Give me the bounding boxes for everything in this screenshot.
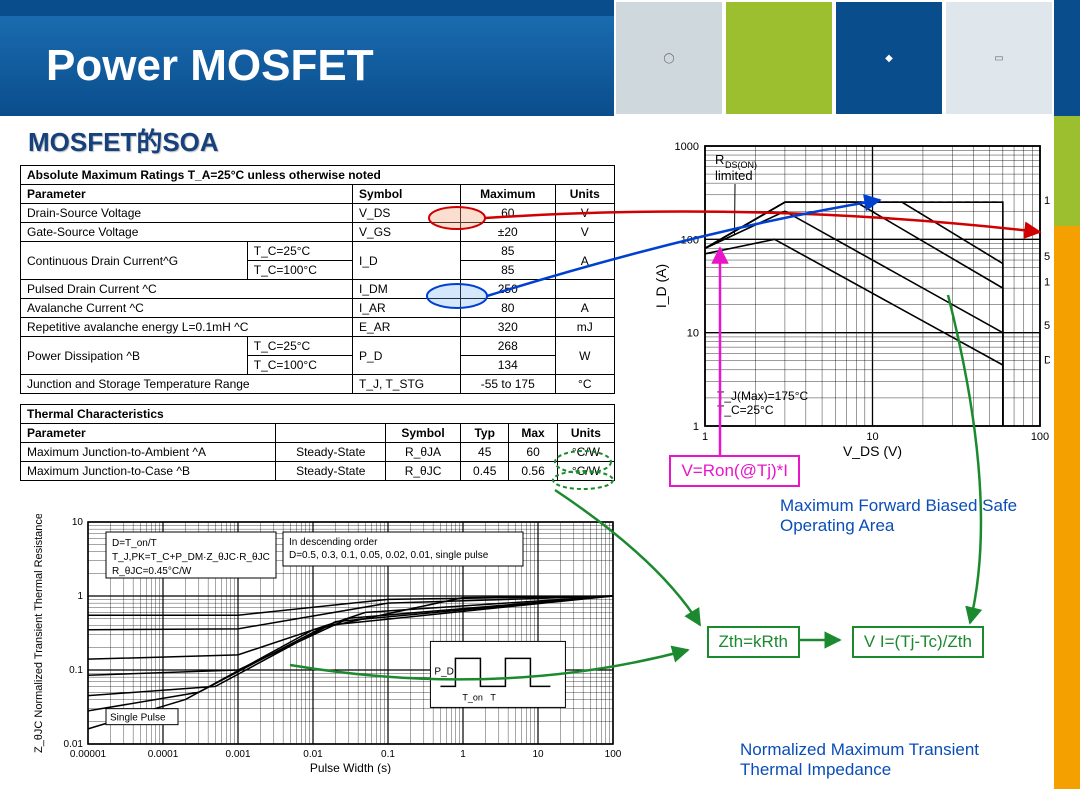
svg-text:T_J(Max)=175°C: T_J(Max)=175°C <box>717 389 808 403</box>
svg-text:0.0001: 0.0001 <box>148 749 179 760</box>
svg-text:V_DS (V): V_DS (V) <box>843 443 902 459</box>
svg-text:D=T_on/T: D=T_on/T <box>112 538 157 549</box>
side-stripe <box>1054 0 1080 789</box>
svg-text:0.001: 0.001 <box>225 749 250 760</box>
svg-text:T_J,PK=T_C+P_DM·Z_θJC·R_θJC: T_J,PK=T_C+P_DM·Z_θJC·R_θJC <box>112 552 270 563</box>
caption-zth: Normalized Maximum Transient Thermal Imp… <box>740 740 1010 781</box>
svg-text:100: 100 <box>681 234 699 246</box>
hero-divider <box>724 0 834 116</box>
svg-text:limited: limited <box>715 168 753 183</box>
svg-text:In descending order: In descending order <box>289 537 378 548</box>
svg-text:1: 1 <box>77 591 83 602</box>
hero-wafer-icon: ◯ <box>614 0 724 116</box>
svg-text:R_θJC=0.45°C/W: R_θJC=0.45°C/W <box>112 566 192 577</box>
svg-text:10µs: 10µs <box>1044 195 1050 207</box>
svg-text:Pulse Width (s): Pulse Width (s) <box>310 761 391 774</box>
svg-text:D=0.5, 0.3, 0.1, 0.05, 0.02, 0: D=0.5, 0.3, 0.1, 0.05, 0.02, 0.01, singl… <box>289 550 489 561</box>
svg-text:0.01: 0.01 <box>64 739 84 750</box>
svg-text:R: R <box>715 152 724 167</box>
svg-text:10: 10 <box>866 431 878 443</box>
svg-text:T_on: T_on <box>462 692 483 702</box>
caption-soa: Maximum Forward Biased Safe Operating Ar… <box>780 496 1020 537</box>
abs-max-ratings-table: Absolute Maximum Ratings T_A=25°C unless… <box>20 165 615 394</box>
svg-text:0.00001: 0.00001 <box>70 749 107 760</box>
page-title: Power MOSFET <box>46 41 374 91</box>
svg-text:5ms: 5ms <box>1044 320 1050 332</box>
content-area: MOSFET的SOA Absolute Maximum Ratings T_A=… <box>20 118 1050 781</box>
svg-text:P_D: P_D <box>434 666 453 677</box>
formula-vi: V I=(Tj-Tc)/Zth <box>852 626 984 658</box>
svg-text:Z_θJC Normalized Transient The: Z_θJC Normalized Transient Thermal Resis… <box>33 514 45 753</box>
svg-text:10: 10 <box>532 749 544 760</box>
formula-zth: Zth=kRth <box>707 626 800 658</box>
svg-text:0.01: 0.01 <box>303 749 323 760</box>
svg-text:1: 1 <box>460 749 466 760</box>
soa-chart: 110100110100100010µs500µs1ms5msDCRDS(ON)… <box>650 136 1050 466</box>
svg-text:1: 1 <box>693 421 699 433</box>
zth-chart: 0.00001 0.0001 0.001 0.01 0.1 1 10 100 0.01 0.1 1 1… <box>28 514 623 774</box>
svg-text:0.1: 0.1 <box>381 749 395 760</box>
thermal-characteristics-table: Thermal CharacteristicsParameterSymbolTy… <box>20 404 615 481</box>
svg-text:100: 100 <box>605 749 622 760</box>
svg-text:10: 10 <box>687 328 699 340</box>
hero-thumbnails: ◯ ◆ ▭ <box>614 0 1054 116</box>
formula-vron: V=Ron(@Tj)*I <box>669 455 800 487</box>
svg-text:T_C=25°C: T_C=25°C <box>717 403 774 417</box>
svg-text:T: T <box>490 692 496 702</box>
hero-chip-icon: ◆ <box>834 0 944 116</box>
hero-laptop-icon: ▭ <box>944 0 1054 116</box>
svg-text:10: 10 <box>72 517 84 528</box>
svg-text:100: 100 <box>1031 431 1049 443</box>
svg-text:500µs: 500µs <box>1044 251 1050 263</box>
svg-text:Single Pulse: Single Pulse <box>110 713 166 724</box>
svg-text:1ms: 1ms <box>1044 277 1050 289</box>
svg-text:0.1: 0.1 <box>69 665 83 676</box>
svg-text:1: 1 <box>702 431 708 443</box>
svg-text:DC: DC <box>1044 354 1050 366</box>
svg-text:1000: 1000 <box>675 141 699 153</box>
svg-text:I_D (A): I_D (A) <box>653 264 669 308</box>
